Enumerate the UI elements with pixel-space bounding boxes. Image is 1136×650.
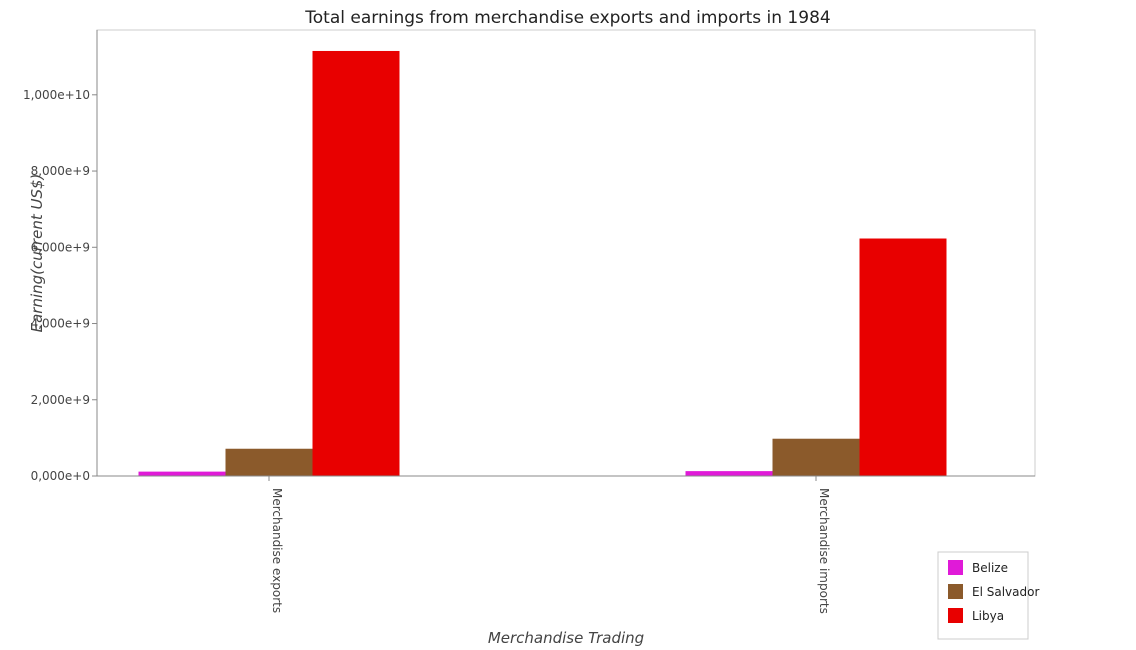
legend-swatch (948, 584, 963, 599)
x-tick-label: Merchandise exports (270, 488, 284, 613)
legend-label: Libya (972, 609, 1004, 623)
x-axis-label: Merchandise Trading (488, 629, 644, 647)
legend-swatch (948, 608, 963, 623)
bar-libya-imports (859, 238, 947, 476)
bar-el-salvador-imports (772, 438, 860, 476)
bar-belize-imports (685, 471, 773, 476)
bar-el-salvador-exports (225, 448, 313, 476)
y-axis-label: Earning(current US$) (28, 174, 46, 333)
y-tick-label: 4,000e+9 (31, 317, 90, 331)
legend: Belize El Salvador Libya (937, 551, 1039, 640)
y-tick-label: 0,000e+0 (31, 469, 90, 483)
legend-swatch (948, 560, 963, 575)
x-tick-label: Merchandise imports (817, 488, 831, 614)
y-tick-label: 1,000e+10 (23, 88, 90, 102)
bar-belize-exports (138, 471, 226, 476)
y-tick-label: 8,000e+9 (31, 164, 90, 178)
legend-label: El Salvador (972, 585, 1039, 599)
bar-libya-exports (312, 50, 400, 476)
y-tick-label: 6,000e+9 (31, 240, 90, 254)
legend-label: Belize (972, 561, 1008, 575)
chart-title: Total earnings from merchandise exports … (305, 8, 831, 28)
y-tick-label: 2,000e+9 (31, 393, 90, 407)
